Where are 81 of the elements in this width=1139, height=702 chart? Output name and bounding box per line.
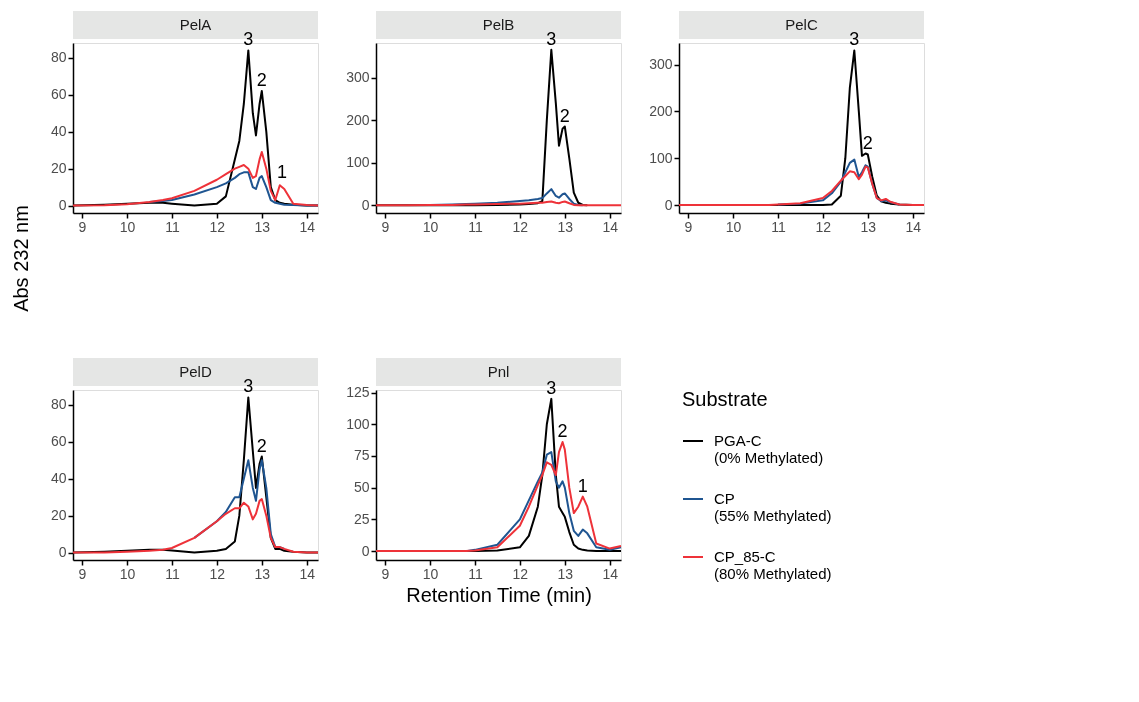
y-tick-label: 25 — [353, 510, 370, 527]
x-tick-label: 13 — [557, 218, 574, 235]
x-tick-label: 13 — [254, 565, 271, 582]
x-tick-label: 13 — [557, 565, 574, 582]
x-tick-label: 9 — [78, 565, 87, 582]
annotation: 2 — [256, 70, 267, 91]
x-tick-label: 9 — [78, 218, 87, 235]
y-tick-label: 300 — [346, 69, 370, 86]
x-tick-label: 10 — [725, 218, 742, 235]
y-tick-label: 100 — [346, 154, 370, 171]
line-series — [72, 151, 319, 207]
y-tick-label: 80 — [50, 49, 67, 66]
x-tick-label: 13 — [254, 218, 271, 235]
x-tick-label: 9 — [684, 218, 693, 235]
legend-label: CP_85-C (80% Methylated) — [714, 548, 832, 582]
y-tick-label: 60 — [50, 86, 67, 103]
y-tick-label: 0 — [361, 196, 370, 213]
x-tick-label: 11 — [468, 565, 483, 582]
x-tick-label: 14 — [602, 565, 619, 582]
chart-title: PelB — [482, 16, 515, 33]
x-tick-label: 11 — [468, 218, 483, 235]
x-tick-label: 14 — [299, 218, 316, 235]
x-axis-title: Retention Time (min) — [406, 583, 592, 606]
x-tick-label: 14 — [299, 565, 316, 582]
x-tick-label: 11 — [165, 565, 180, 582]
x-tick-label: 14 — [905, 218, 922, 235]
y-tick-label: 20 — [50, 507, 67, 524]
annotation: 3 — [546, 28, 557, 49]
y-tick-label: 0 — [361, 542, 370, 559]
y-tick-label: 60 — [50, 433, 67, 450]
chart-title: PelD — [179, 363, 212, 380]
annotation: 3 — [849, 29, 860, 50]
x-tick-label: 12 — [512, 565, 529, 582]
chart-title: Pnl — [487, 363, 510, 380]
line-series — [375, 441, 622, 553]
y-tick-label: 200 — [346, 111, 370, 128]
y-tick-label: 80 — [50, 396, 67, 413]
x-tick-label: 12 — [209, 565, 226, 582]
y-tick-label: 300 — [649, 56, 673, 73]
x-tick-label: 10 — [422, 218, 439, 235]
y-tick-label: 0 — [58, 197, 67, 214]
x-tick-label: 12 — [815, 218, 832, 235]
y-tick-label: 0 — [664, 196, 673, 213]
annotation: 1 — [277, 162, 288, 183]
y-tick-label: 100 — [649, 149, 673, 166]
annotation: 2 — [559, 105, 570, 126]
y-axis-title: Abs 232 nm — [9, 205, 32, 312]
chart-title: PelC — [785, 16, 818, 33]
y-tick-label: 20 — [50, 160, 67, 177]
legend-label: CP (55% Methylated) — [714, 490, 832, 524]
y-tick-label: 200 — [649, 102, 673, 119]
y-tick-label: 125 — [346, 384, 370, 401]
y-tick-label: 40 — [50, 123, 67, 140]
x-tick-label: 9 — [381, 565, 390, 582]
legend-title: Substrate — [682, 388, 768, 410]
annotation: 1 — [577, 475, 588, 496]
y-tick-label: 50 — [353, 479, 370, 496]
x-tick-label: 13 — [860, 218, 877, 235]
x-tick-label: 10 — [422, 565, 439, 582]
annotation: 2 — [862, 133, 873, 154]
line-series — [72, 498, 319, 554]
x-tick-label: 11 — [165, 218, 180, 235]
y-tick-label: 40 — [50, 470, 67, 487]
y-tick-label: 75 — [353, 447, 370, 464]
x-tick-label: 11 — [771, 218, 786, 235]
y-tick-label: 0 — [58, 544, 67, 561]
line-series — [678, 165, 925, 207]
x-tick-label: 9 — [381, 218, 390, 235]
x-tick-label: 14 — [602, 218, 619, 235]
x-tick-label: 10 — [119, 218, 136, 235]
annotation: 3 — [546, 377, 557, 398]
annotation: 2 — [256, 435, 267, 456]
x-tick-label: 10 — [119, 565, 136, 582]
annotation: 2 — [557, 421, 568, 442]
y-tick-label: 100 — [346, 415, 370, 432]
legend-label: PGA-C (0% Methylated) — [714, 432, 824, 466]
x-tick-label: 12 — [209, 218, 226, 235]
x-tick-label: 12 — [512, 218, 529, 235]
chart-title: PelA — [179, 16, 212, 33]
annotation: 3 — [243, 29, 254, 50]
annotation: 3 — [243, 376, 254, 397]
